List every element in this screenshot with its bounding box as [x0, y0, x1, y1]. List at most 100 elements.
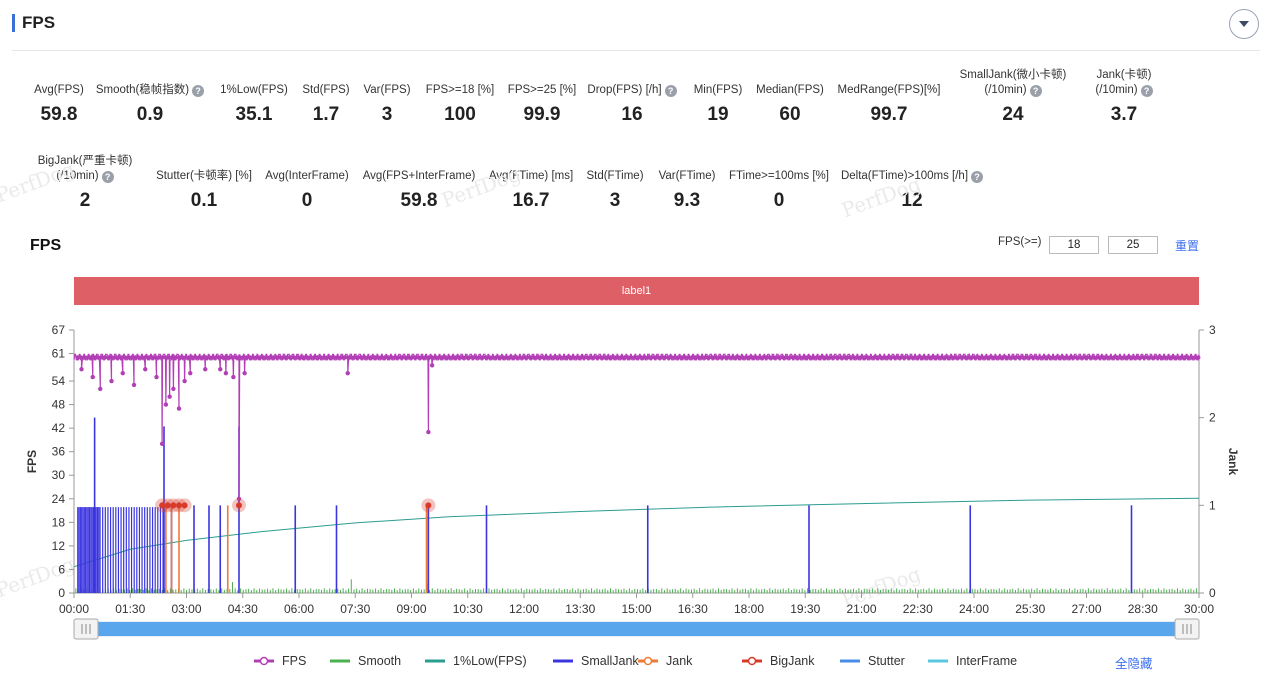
- metric-metrics_row1-4: Var(FPS) 3: [307, 83, 467, 126]
- fps-point: [409, 355, 415, 360]
- fps-point: [153, 355, 158, 360]
- bigjank-point: [176, 502, 182, 509]
- label-band-text: label1: [621, 285, 652, 297]
- fps-point: [1148, 355, 1154, 360]
- fps-point: [595, 355, 600, 360]
- metric-metrics_row2-7: FTime>=100ms [%] 0: [699, 169, 859, 212]
- fps-threshold-input-2[interactable]: [1108, 236, 1158, 254]
- metric-value: 60: [779, 104, 801, 125]
- fps-point: [676, 355, 681, 360]
- help-icon[interactable]: ?: [971, 171, 984, 183]
- x-tick-label: 04:30: [228, 602, 258, 616]
- fps-point: [240, 355, 246, 360]
- fps-point: [156, 355, 161, 360]
- fps-point: [1050, 355, 1056, 360]
- x-tick-label: 12:00: [509, 602, 539, 616]
- fps-point: [915, 355, 921, 360]
- fps-point: [1034, 355, 1039, 360]
- metric-label: Avg(FTime) [ms]: [488, 170, 574, 182]
- fps-point: [190, 355, 195, 360]
- hide-all-button[interactable]: 全隐藏: [1115, 657, 1153, 671]
- metric-metrics_row1-9: Median(FPS) 60: [710, 83, 870, 126]
- help-icon[interactable]: ?: [192, 85, 205, 97]
- fps-point: [720, 355, 725, 360]
- fps-point: [345, 355, 350, 360]
- fps-point: [666, 355, 671, 360]
- fps-point: [868, 355, 874, 360]
- fps-point: [247, 355, 253, 360]
- fps-point: [514, 355, 519, 360]
- fps-point: [730, 355, 735, 360]
- fps-threshold-input-1[interactable]: [1049, 236, 1099, 254]
- fps-point: [737, 355, 742, 360]
- fps-point: [710, 355, 715, 360]
- fps-point: [429, 363, 435, 368]
- legend-label: Smooth: [358, 654, 402, 668]
- fps-point: [635, 355, 641, 360]
- fps-point: [446, 355, 452, 360]
- fps-point: [109, 355, 114, 360]
- fps-point: [905, 355, 911, 360]
- fps-point: [483, 355, 489, 360]
- section-header: FPS: [0, 0, 1269, 51]
- fps-point: [855, 355, 860, 360]
- metric-value: 9.3: [673, 190, 701, 211]
- collapse-toggle-button[interactable]: [1229, 9, 1259, 39]
- help-icon[interactable]: ?: [664, 85, 677, 97]
- fps-point: [1010, 355, 1015, 360]
- fps-point: [308, 355, 313, 360]
- fps-point: [440, 355, 445, 360]
- fps-point: [747, 355, 752, 360]
- legend-swatch: [330, 659, 350, 663]
- fps-point: [399, 355, 404, 360]
- reset-button[interactable]: 重置: [1175, 239, 1200, 253]
- fps-point: [683, 355, 688, 360]
- fps-point: [1064, 355, 1069, 360]
- fps-point: [1047, 355, 1052, 360]
- fps-point: [537, 355, 543, 360]
- fps-point: [649, 355, 654, 360]
- label-band[interactable]: label1: [74, 277, 1199, 305]
- fps-point: [838, 355, 843, 360]
- bigjank-point: [236, 502, 242, 509]
- fps-point: [89, 355, 94, 360]
- fps-point: [1088, 355, 1093, 360]
- metric-metrics_row2-2: Avg(InterFrame) 0: [227, 169, 387, 212]
- fps-point: [1023, 355, 1029, 360]
- fps-point: [251, 355, 256, 360]
- fps-point: [959, 355, 965, 360]
- fps-point: [1189, 355, 1194, 360]
- fps-point: [1131, 355, 1137, 360]
- fps-point: [980, 355, 985, 360]
- fps-point: [696, 355, 701, 360]
- help-icon[interactable]: ?: [1140, 85, 1153, 97]
- metric-metrics_row1-11: SmallJank(微小卡顿) (/10min)? 24: [933, 68, 1093, 126]
- fps-point: [419, 355, 425, 360]
- fps-point: [159, 355, 165, 360]
- fps-point: [490, 355, 496, 360]
- fps-point: [154, 374, 159, 380]
- fps-point: [429, 355, 435, 360]
- fps-point: [888, 355, 894, 360]
- y-tick-label-left: 54: [52, 374, 66, 388]
- fps-point: [131, 382, 137, 388]
- fps-point: [693, 355, 698, 360]
- fps-point: [129, 355, 134, 360]
- help-icon[interactable]: ?: [1029, 85, 1042, 97]
- fps-point: [699, 355, 705, 360]
- fps-point: [220, 355, 226, 360]
- help-icon[interactable]: ?: [101, 171, 114, 183]
- fps-point: [996, 355, 1002, 360]
- fps-point: [1165, 355, 1171, 360]
- fps-point: [231, 374, 236, 380]
- metric-label: Std(FTime): [586, 170, 644, 182]
- metric-metrics_row1-2: 1%Low(FPS) 35.1: [174, 83, 334, 126]
- x-tick-label: 30:00: [1184, 602, 1214, 616]
- x-tick-label: 07:30: [340, 602, 370, 616]
- y-tick-label-left: 36: [52, 445, 66, 459]
- fps-point: [531, 355, 536, 360]
- fps-point: [79, 367, 84, 372]
- fps-point: [460, 355, 465, 360]
- fps-point: [242, 370, 247, 376]
